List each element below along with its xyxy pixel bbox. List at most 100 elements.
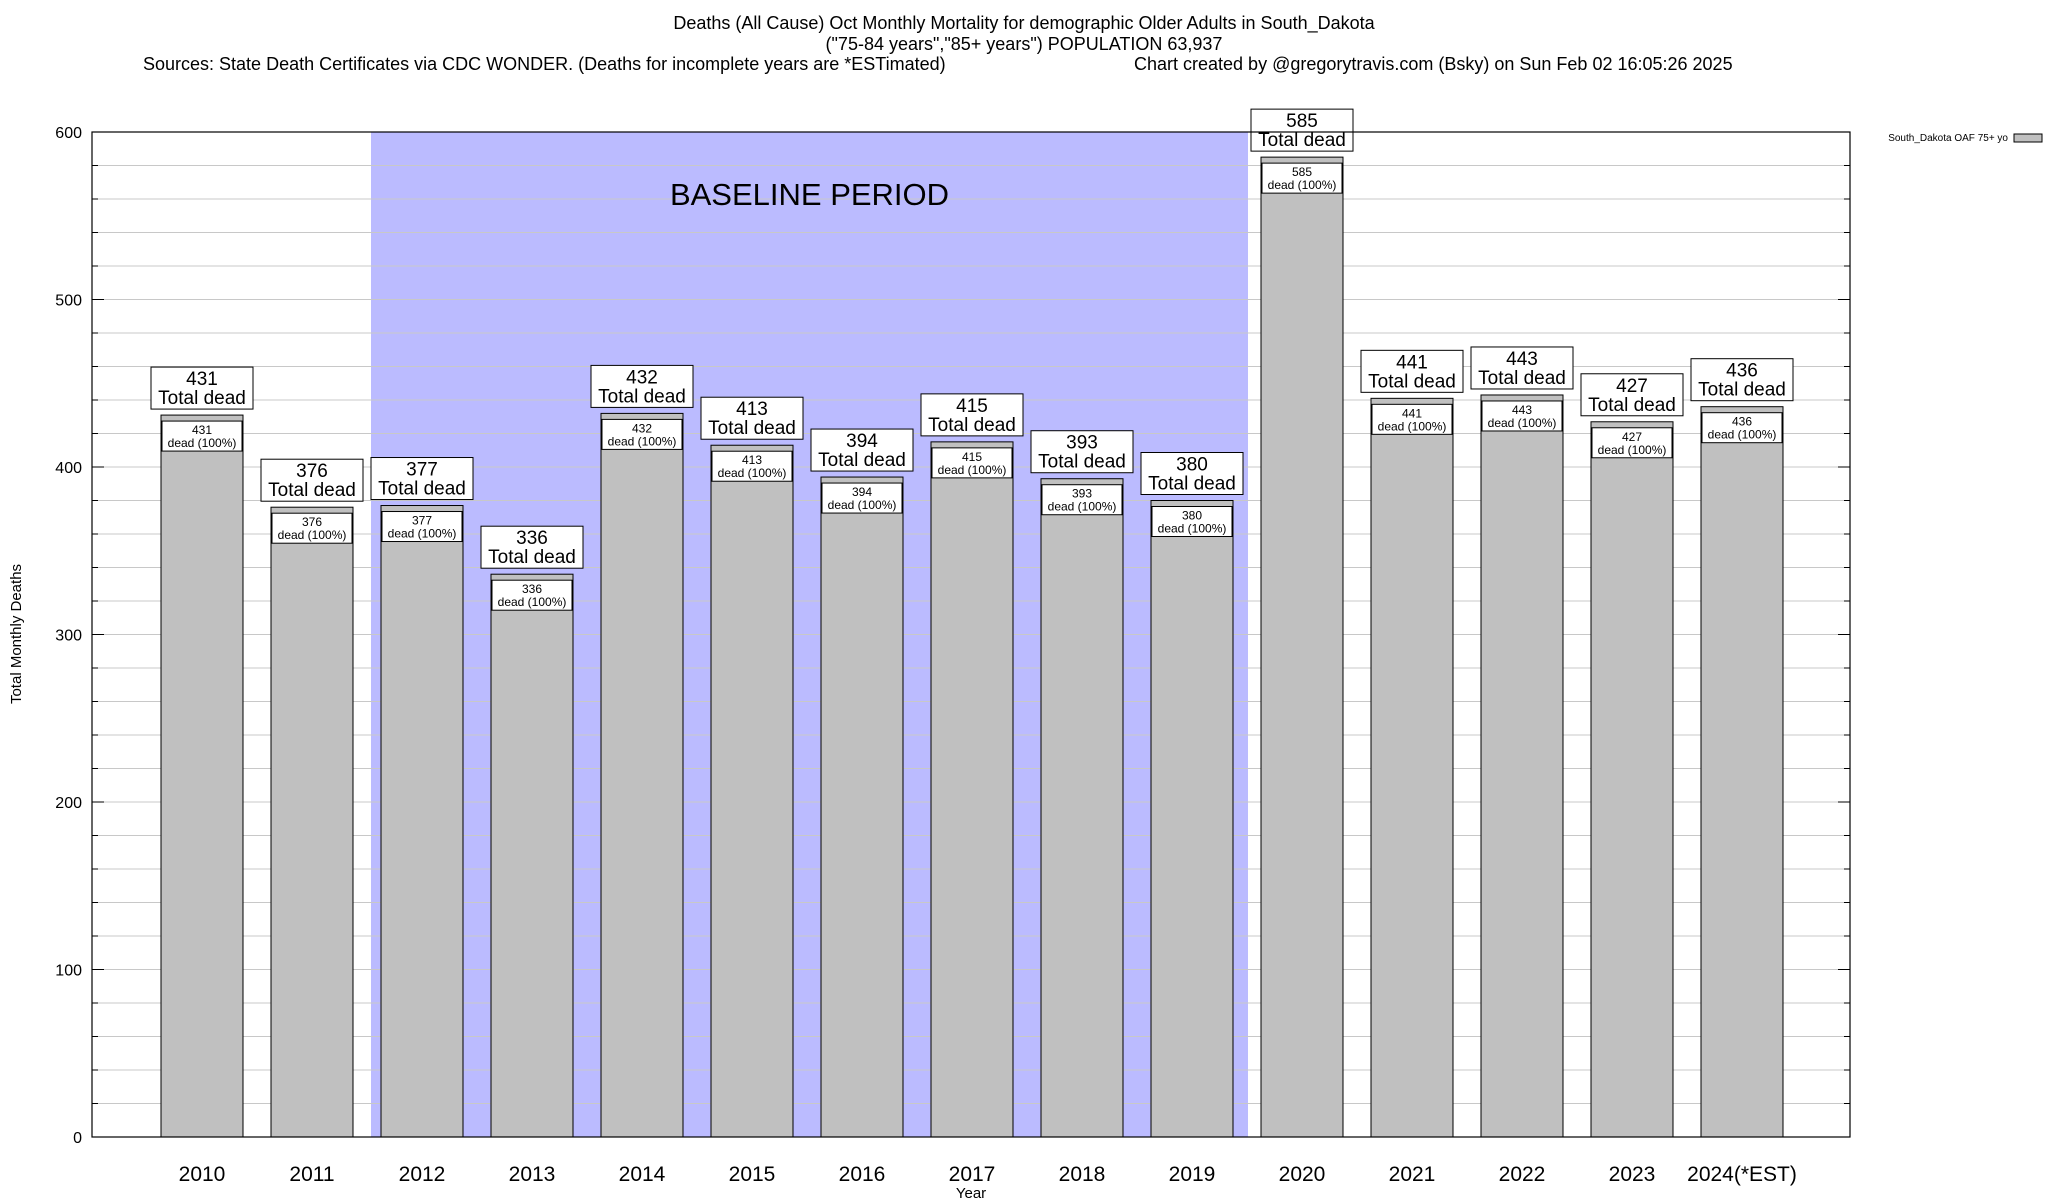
bar-top-label: Total dead	[928, 415, 1016, 436]
chart-subtitle: ("75-84 years","85+ years") POPULATION 6…	[825, 34, 1223, 54]
bar-top-label-box	[1470, 346, 1574, 390]
bar-top-value: 443	[1506, 349, 1538, 370]
x-tick-label: 2010	[179, 1163, 226, 1186]
bar-inner-value: 377	[412, 514, 432, 528]
bar-top-label: Total dead	[268, 480, 356, 501]
bar-inner-value: 585	[1292, 165, 1312, 179]
y-tick-label: 100	[55, 963, 82, 980]
y-tick-label: 400	[55, 460, 82, 477]
x-axis-label: Year	[956, 1185, 986, 1200]
x-tick-label: 2024(*EST)	[1687, 1163, 1797, 1186]
bar-top-label-box	[1030, 430, 1134, 474]
bar-inner-label-box	[711, 450, 793, 482]
bar-top-label-box	[1250, 108, 1354, 152]
bar-inner-label: dead (100%)	[1158, 522, 1227, 536]
x-tick-label: 2013	[509, 1163, 556, 1186]
bar-inner-value: 441	[1402, 406, 1422, 420]
baseline-period-label: BASELINE PERIOD	[670, 177, 949, 212]
bar-top-value: 427	[1616, 376, 1648, 397]
y-tick-label: 300	[55, 628, 82, 645]
bar-top-label: Total dead	[1478, 368, 1566, 389]
y-tick-label: 500	[55, 293, 82, 310]
bar-inner-value: 380	[1182, 509, 1202, 523]
bar-inner-value: 443	[1512, 403, 1532, 417]
bar	[490, 573, 574, 1138]
x-tick-label: 2019	[1169, 1163, 1216, 1186]
chart-title: Deaths (All Cause) Oct Monthly Mortality…	[673, 13, 1375, 33]
bar-top-value: 431	[186, 369, 218, 390]
bar-inner-label-box	[1371, 403, 1453, 435]
bar-inner-label-box	[1591, 427, 1673, 459]
x-tick-label: 2017	[949, 1163, 996, 1186]
bar-top-label: Total dead	[158, 388, 246, 409]
bar-inner-label-box	[1701, 412, 1783, 444]
bar-inner-value: 415	[962, 450, 982, 464]
bar-inner-label: dead (100%)	[608, 434, 677, 448]
bar	[820, 476, 904, 1138]
bar-inner-value: 393	[1072, 487, 1092, 501]
bar-inner-value: 427	[1622, 430, 1642, 444]
bar-inner-value: 376	[302, 515, 322, 529]
x-tick-label: 2022	[1499, 1163, 1546, 1186]
bar-inner-label-box	[1151, 506, 1233, 537]
bar-top-label: Total dead	[708, 418, 796, 439]
bar-inner-label: dead (100%)	[1598, 443, 1667, 457]
bar-top-value: 377	[406, 460, 438, 481]
bar-inner-label: dead (100%)	[1048, 500, 1117, 514]
bar-inner-label: dead (100%)	[1708, 428, 1777, 442]
legend: South_Dakota OAF 75+ yo	[1888, 133, 2043, 144]
bar-inner-label-box	[381, 511, 463, 543]
bar-inner-label-box	[1041, 484, 1123, 516]
bar-inner-label-box	[1481, 400, 1563, 432]
bar-top-value: 393	[1066, 433, 1098, 454]
bar	[1700, 406, 1784, 1138]
bar-inner-label-box	[271, 512, 353, 544]
bar-inner-label: dead (100%)	[828, 498, 897, 512]
bar-top-value: 394	[846, 431, 878, 452]
bar-top-label: Total dead	[1368, 371, 1456, 392]
bar-inner-label-box	[1261, 162, 1343, 194]
bar-top-value: 441	[1396, 352, 1428, 373]
x-tick-label: 2011	[289, 1163, 334, 1186]
x-tick-label: 2015	[729, 1163, 776, 1186]
axis-layer: 0 100 200 300 400 500 600 2010 2011 2012 2013 2014 2…	[55, 125, 1851, 1186]
bar-inner-label: dead (100%)	[388, 527, 457, 541]
bar-top-value: 413	[736, 399, 768, 420]
bar-inner-label-box	[821, 482, 903, 514]
chart-credit: Chart created by @gregorytravis.com (Bsk…	[1134, 54, 1733, 74]
bar-top-value: 336	[516, 528, 548, 549]
bar-top-label: Total dead	[598, 386, 686, 407]
bar-inner-label: dead (100%)	[1488, 416, 1557, 430]
bar	[160, 414, 244, 1138]
bar	[710, 444, 794, 1138]
bar	[270, 506, 354, 1138]
x-tick-label: 2016	[839, 1163, 886, 1186]
bar-inner-value: 436	[1732, 415, 1752, 429]
bar-top-label-box	[700, 396, 804, 440]
bar-inner-value: 431	[192, 423, 212, 437]
bar-inner-value: 432	[632, 421, 652, 435]
y-axis-label: Total Monthly Deaths	[8, 564, 25, 704]
bar-inner-value: 413	[742, 453, 762, 467]
bar-top-label: Total dead	[818, 450, 906, 471]
bar-top-label: Total dead	[378, 479, 466, 500]
bar-top-label-box	[810, 428, 914, 472]
y-tick-label: 0	[73, 1130, 82, 1147]
bar	[1480, 394, 1564, 1138]
bar-top-value: 585	[1286, 111, 1318, 132]
bar	[1370, 397, 1454, 1138]
bar-inner-value: 394	[852, 485, 872, 499]
x-tick-label: 2018	[1059, 1163, 1106, 1186]
bar-top-label: Total dead	[488, 547, 576, 568]
bar-inner-label: dead (100%)	[498, 595, 567, 609]
y-tick-label: 600	[55, 125, 82, 142]
bar-top-label-box	[1140, 452, 1244, 495]
bar-inner-label: dead (100%)	[1268, 178, 1337, 192]
bar-top-label: Total dead	[1258, 130, 1346, 151]
x-tick-label: 2021	[1389, 1163, 1436, 1186]
legend-swatch	[2013, 133, 2043, 143]
bar-inner-label: dead (100%)	[278, 528, 347, 542]
bar	[1260, 156, 1344, 1138]
y-tick-label: 200	[55, 795, 82, 812]
bar-top-value: 380	[1176, 455, 1208, 476]
